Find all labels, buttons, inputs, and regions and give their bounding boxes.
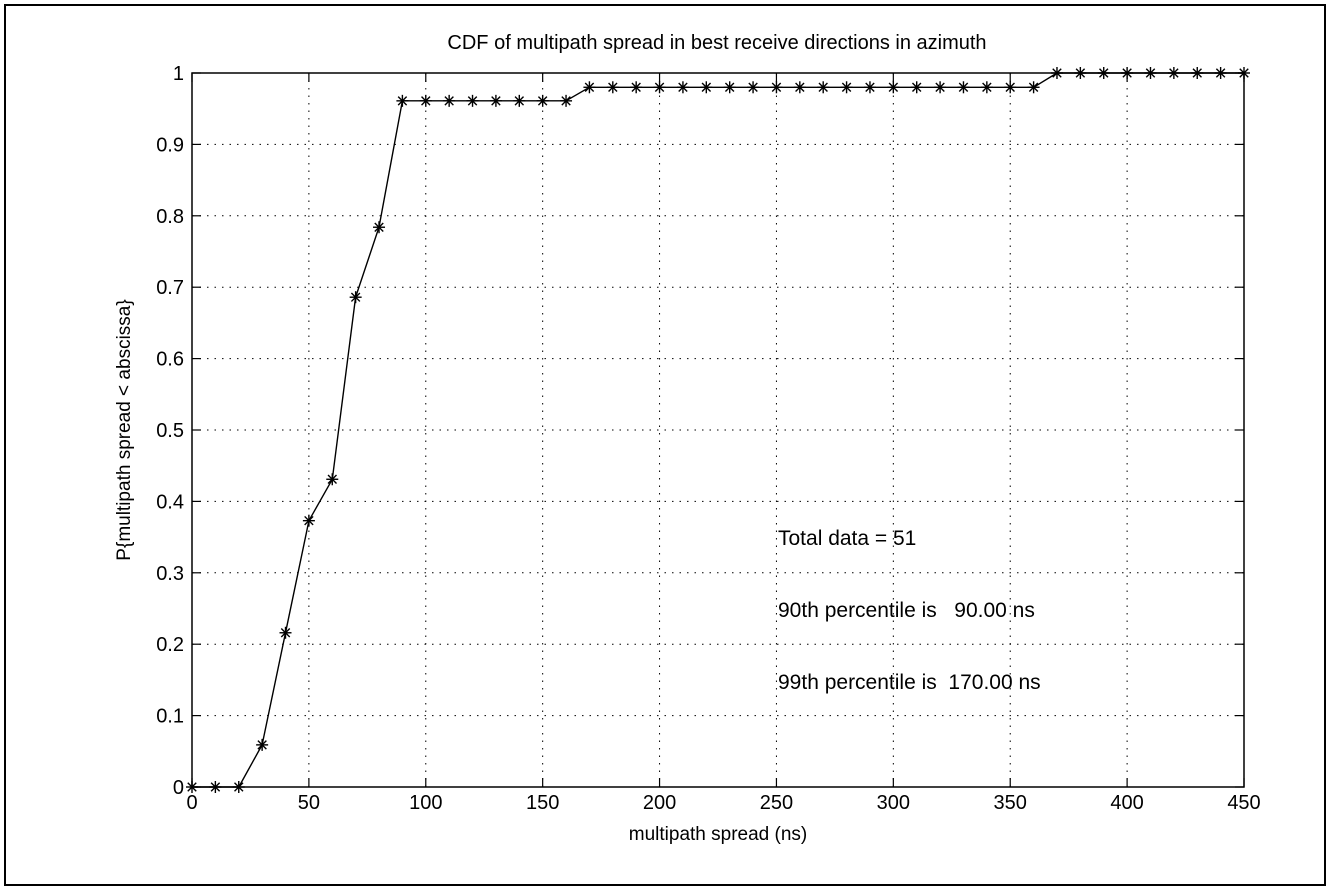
axis-ticks: 0 50 100 150 200 250 300 350 400 450 0 0.1 0.2 0.3 0.4… [156, 63, 1261, 814]
x-tick-label: 150 [526, 792, 559, 814]
y-axis-label: P{multipath spread < abscissa} [114, 299, 135, 560]
data-point-marker [443, 95, 455, 107]
x-tick-label: 0 [186, 792, 197, 814]
y-tick-label: 0.8 [156, 206, 184, 228]
data-point-marker [1004, 81, 1016, 93]
annotation-90th-percentile: 90th percentile is 90.00 ns [778, 599, 1035, 622]
data-point-marker [350, 291, 362, 303]
x-tick-label: 200 [643, 792, 676, 814]
data-point-marker [957, 81, 969, 93]
y-tick-label: 0.9 [156, 134, 184, 156]
data-point-marker [981, 81, 993, 93]
data-point-marker [490, 95, 502, 107]
data-point-marker [630, 81, 642, 93]
x-axis-label: multipath spread (ns) [629, 824, 807, 845]
x-tick-label: 100 [409, 792, 442, 814]
data-point-marker [1028, 81, 1040, 93]
data-point-marker [887, 81, 899, 93]
data-point-marker [700, 81, 712, 93]
x-tick-label: 50 [298, 792, 320, 814]
data-point-marker [654, 81, 666, 93]
x-tick-label: 450 [1227, 792, 1260, 814]
y-tick-label: 0.3 [156, 563, 184, 585]
y-tick-label: 0.6 [156, 349, 184, 371]
x-tick-label: 400 [1110, 792, 1143, 814]
grid-lines [192, 73, 1244, 787]
y-tick-label: 0.4 [156, 491, 184, 513]
data-point-marker [467, 95, 479, 107]
y-tick-label: 0.5 [156, 420, 184, 442]
data-point-marker [583, 81, 595, 93]
y-tick-label: 0 [173, 777, 184, 799]
data-point-marker [256, 739, 268, 751]
y-tick-label: 1 [173, 63, 184, 85]
data-point-marker [911, 81, 923, 93]
data-point-marker [560, 95, 572, 107]
data-point-marker [303, 515, 315, 527]
y-tick-label: 0.2 [156, 634, 184, 656]
data-point-marker [537, 95, 549, 107]
data-point-marker [864, 81, 876, 93]
data-point-marker [934, 81, 946, 93]
data-point-marker [841, 81, 853, 93]
data-point-marker [420, 95, 432, 107]
data-point-marker [396, 95, 408, 107]
data-point-marker [607, 81, 619, 93]
data-point-marker [513, 95, 525, 107]
data-point-marker [280, 627, 292, 639]
x-tick-label: 350 [994, 792, 1027, 814]
annotation-total-data: Total data = 51 [778, 527, 916, 550]
data-point-marker [724, 81, 736, 93]
chart-title: CDF of multipath spread in best receive … [447, 32, 986, 54]
x-tick-label: 300 [877, 792, 910, 814]
data-point-marker [794, 81, 806, 93]
data-point-marker [677, 81, 689, 93]
data-point-marker [770, 81, 782, 93]
data-point-marker [747, 81, 759, 93]
data-point-marker [373, 221, 385, 233]
y-tick-label: 0.1 [156, 706, 184, 728]
data-point-marker [817, 81, 829, 93]
annotation-99th-percentile: 99th percentile is 170.00 ns [778, 671, 1041, 694]
y-tick-label: 0.7 [156, 277, 184, 299]
data-point-marker [326, 473, 338, 485]
x-tick-label: 250 [760, 792, 793, 814]
